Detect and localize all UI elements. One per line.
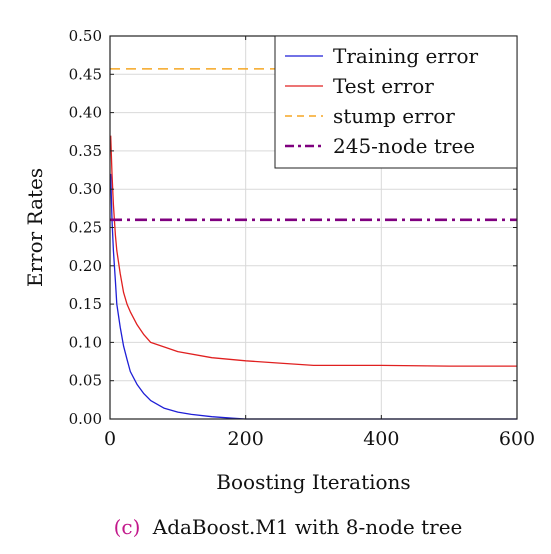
legend: Training error Test error stump error 245-n… [274,35,518,169]
y-tick-label: 0.35 [69,142,102,160]
x-tick-label: 600 [499,428,535,450]
y-tick-label: 0.10 [69,333,102,351]
series-line-1 [110,173,517,420]
y-tick-label: 0.45 [69,65,102,83]
legend-box [274,35,518,169]
y-tick-label: 0.50 [69,27,102,45]
y-tick-label: 0.25 [69,219,102,237]
y-tick-label: 0.15 [69,295,102,313]
x-tick-label: 400 [363,428,399,450]
y-tick-label: 0.00 [69,410,102,428]
x-tick-label: 0 [104,428,116,450]
caption-text: AdaBoost.M1 with 8-node tree [152,515,463,539]
series-line-2 [110,135,517,367]
x-tick-label: 200 [228,428,264,450]
y-tick-label: 0.40 [69,104,102,122]
y-tick-label: 0.30 [69,180,102,198]
legend-label: 245-node tree [333,134,475,158]
y-axis-title: Error Rates [23,168,47,287]
legend-label: Training error [333,44,479,68]
legend-label: Test error [333,74,434,98]
caption-prefix: (c) [114,515,141,539]
figure-caption: (c) AdaBoost.M1 with 8-node tree [114,515,463,539]
axis-ticks: 0.00 0.05 0.10 0.15 0.20 0.25 0.30 0.35 0.40 0.45… [69,27,536,450]
y-tick-label: 0.05 [69,372,102,390]
legend-label: stump error [333,104,455,128]
x-axis-title: Boosting Iterations [216,470,410,494]
y-tick-label: 0.20 [69,257,102,275]
